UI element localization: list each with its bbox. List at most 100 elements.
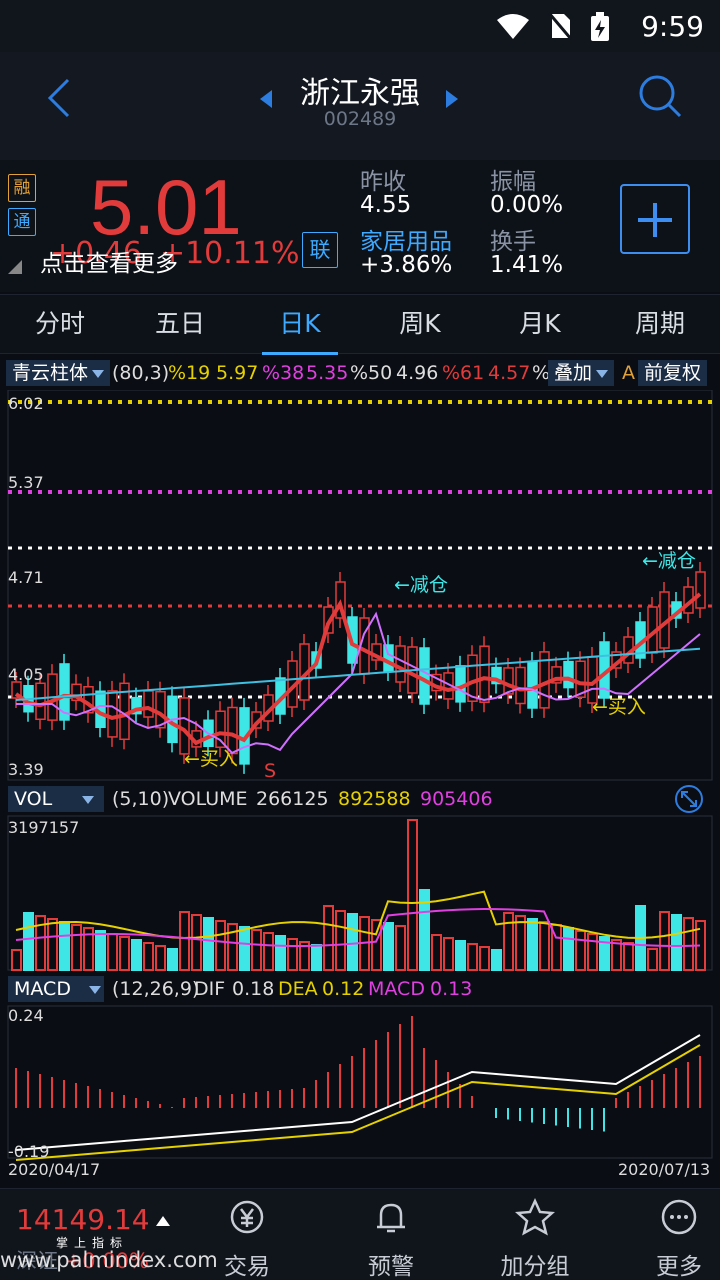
- watermark-sub: 掌上指标: [56, 1236, 129, 1250]
- volume-bar: [671, 914, 682, 971]
- prev-close-label: 昨收: [360, 169, 406, 195]
- ma-short-line: [14, 592, 702, 746]
- dif-label: DIF: [194, 978, 226, 1000]
- p50-value: 4.96: [396, 362, 439, 384]
- volume-bar: [203, 917, 214, 971]
- candle-body: [419, 647, 430, 705]
- tab-intraday[interactable]: 分时: [34, 309, 85, 338]
- nav-more-label: 更多: [656, 1254, 702, 1280]
- candle-body: [107, 690, 118, 738]
- adjust-select[interactable]: 前复权: [638, 360, 708, 386]
- candle-body: [491, 666, 502, 685]
- macd-indicator-bar: MACD (12,26,9) DIF 0.18 DEA 0.12 MACD 0.…: [0, 974, 720, 1004]
- star-icon: [514, 1197, 556, 1236]
- prev-close-value: 4.55: [360, 192, 412, 218]
- candle-body: [11, 681, 22, 699]
- volume-bar: [443, 937, 454, 971]
- dea-line: [15, 1044, 701, 1161]
- next-stock-icon[interactable]: [446, 90, 458, 108]
- candle-body: [59, 663, 70, 721]
- kline-y-label-5: 3.39: [8, 760, 44, 779]
- clock: 9:59: [641, 10, 704, 43]
- kline-chart: [7, 390, 713, 781]
- volume-bar: [503, 912, 514, 971]
- back-icon[interactable]: [40, 78, 80, 118]
- volume-bar: [23, 912, 34, 971]
- volume-bar: [311, 944, 322, 971]
- corner-triangle-icon: [8, 260, 22, 274]
- volume-bar: [107, 933, 118, 971]
- volume-bar: [299, 941, 310, 971]
- index-name: 深证 +0.00%: [16, 1245, 149, 1275]
- tab-weekly-k[interactable]: 周K: [399, 309, 441, 338]
- volume-bar: [227, 923, 238, 971]
- volume-ma10-line: [15, 908, 701, 948]
- volume-bar: [263, 932, 274, 971]
- nav-trade[interactable]: 交易: [192, 1197, 302, 1280]
- nav-add-group[interactable]: 加分组: [480, 1197, 590, 1280]
- p19-label: %19: [168, 362, 211, 384]
- candle-body: [695, 571, 706, 609]
- volume-bar: [431, 934, 442, 971]
- volume-bar: [563, 927, 574, 971]
- candle-body: [551, 666, 562, 684]
- volume-bar: [83, 927, 94, 971]
- nav-alert[interactable]: 预警: [336, 1197, 446, 1280]
- amplitude-value: 0.00%: [490, 192, 564, 218]
- volume-bar: [131, 939, 142, 971]
- macd-min-label: -0.19: [8, 1142, 50, 1161]
- volume-bar: [491, 949, 502, 971]
- view-more-link[interactable]: 点击查看更多: [40, 251, 178, 277]
- search-icon[interactable]: [638, 74, 682, 118]
- chart-area[interactable]: [0, 390, 720, 1188]
- status-bar: 9:59: [0, 0, 720, 52]
- volume-params: (5,10): [112, 788, 170, 810]
- p61-label: %61: [442, 362, 485, 384]
- volume-indicator-bar: VOL (5,10) VOLUME 266125 892588 905406: [0, 784, 720, 814]
- volume-indicator-select[interactable]: VOL: [8, 786, 104, 812]
- period-tabs: 分时 五日 日K 周K 月K 周期: [0, 294, 720, 355]
- p50-label: %50: [350, 362, 393, 384]
- kline-indicator-select[interactable]: 青云柱体: [6, 360, 111, 386]
- volume-ma5-line: [15, 890, 701, 939]
- nav-more[interactable]: 更多: [624, 1197, 720, 1280]
- buy-signal-1: ←买入: [184, 748, 238, 770]
- volume-bar: [119, 936, 130, 971]
- linked-button[interactable]: 联: [302, 232, 338, 268]
- bell-icon: [377, 1203, 405, 1233]
- volume-bar: [467, 943, 478, 971]
- overlay-select[interactable]: 叠加: [548, 360, 615, 386]
- index-value[interactable]: 14149.14: [16, 1203, 170, 1236]
- tab-period[interactable]: 周期: [634, 309, 685, 338]
- change-percent: +10.11%: [159, 236, 300, 271]
- ma-mid-line: [16, 611, 701, 755]
- candle-body: [383, 644, 394, 672]
- tab-daily-k[interactable]: 日K: [240, 295, 360, 355]
- start-date: 2020/04/17: [8, 1160, 101, 1179]
- volume-bar: [155, 945, 166, 971]
- volume-bar: [455, 940, 466, 971]
- stock-name: 浙江永强: [300, 76, 420, 111]
- macd-indicator-select[interactable]: MACD: [8, 976, 104, 1002]
- tab-monthly-k[interactable]: 月K: [519, 309, 561, 338]
- p19-value: 5.97: [216, 362, 259, 384]
- volume-bar: [35, 915, 46, 971]
- volume-bar: [59, 921, 70, 971]
- chevron-down-icon: [82, 795, 95, 804]
- tab-five-day[interactable]: 五日: [154, 309, 205, 338]
- connect-badge[interactable]: 通: [8, 208, 36, 236]
- candle-body: [575, 660, 586, 699]
- add-watchlist-button[interactable]: [620, 184, 690, 254]
- dif-line: [15, 1034, 701, 1151]
- volume-bar: [287, 938, 298, 971]
- macd-label: MACD: [368, 978, 425, 1000]
- expand-icon[interactable]: [672, 784, 706, 814]
- prev-stock-icon[interactable]: [260, 90, 272, 108]
- sector-link[interactable]: 家居用品: [360, 229, 452, 255]
- ma-long-line: [15, 647, 701, 701]
- p38-label: %38: [262, 362, 305, 384]
- p38-value: 5.35: [306, 362, 349, 384]
- chevron-down-icon: [88, 985, 101, 994]
- margin-badge[interactable]: 融: [8, 174, 36, 202]
- volume-bar: [515, 915, 526, 971]
